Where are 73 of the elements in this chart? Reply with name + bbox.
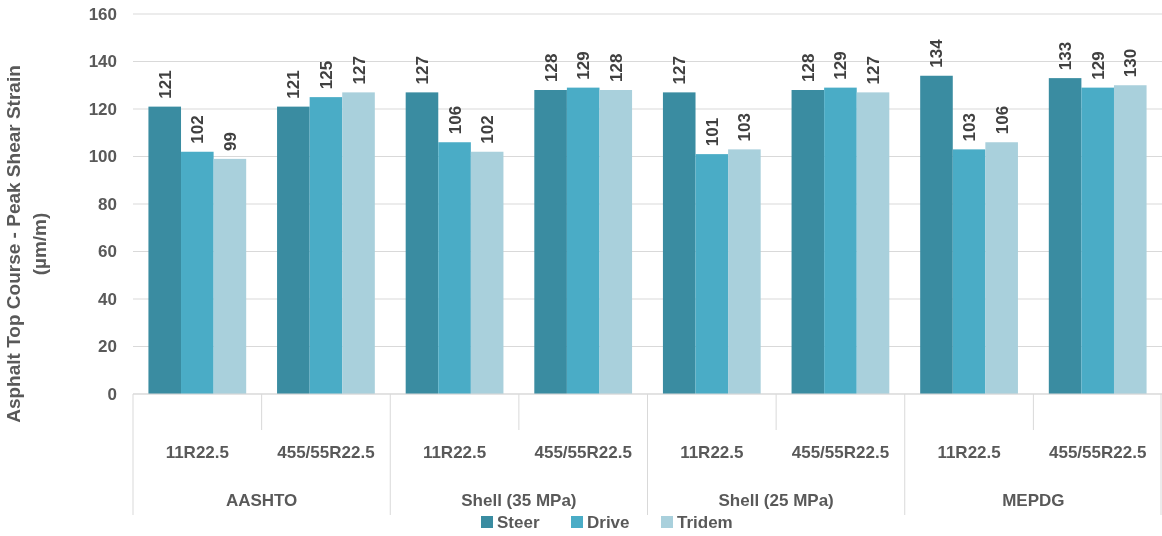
bar: [791, 90, 825, 394]
data-label: 127: [412, 56, 432, 85]
y-tick-label: 60: [98, 242, 117, 262]
data-label: 129: [831, 51, 851, 80]
bar: [342, 92, 375, 394]
x-tick-label: 455/55R22.5: [1049, 443, 1147, 462]
bar: [695, 154, 729, 394]
bar: [952, 149, 986, 394]
bar: [1113, 85, 1147, 394]
data-label: 133: [1056, 41, 1076, 71]
bar: [599, 90, 633, 394]
bar: [438, 142, 471, 394]
bar: [1048, 78, 1082, 394]
bar: [662, 92, 696, 394]
y-tick-label: 140: [88, 52, 117, 72]
bar: [920, 75, 953, 394]
x-tick-label: 455/55R22.5: [277, 443, 375, 462]
bar: [470, 151, 504, 394]
x-tick-label: 11R22.5: [937, 443, 1001, 462]
text: Shell (35 MPa): [461, 491, 577, 510]
y-axis-title: Asphalt Top Course - Peak Shear Strain (µm/m): [3, 65, 50, 423]
bar: [181, 151, 214, 394]
legend-label: Steer: [497, 512, 540, 532]
y-tick-label: 160: [88, 4, 117, 24]
data-label: 130: [1121, 48, 1141, 78]
data-label: 134: [927, 38, 947, 68]
data-label: 127: [864, 56, 884, 85]
bar: [213, 158, 247, 394]
bar: [856, 92, 890, 394]
data-label: 128: [606, 53, 626, 82]
data-label: 127: [349, 56, 369, 85]
y-tick-label: 40: [98, 289, 117, 309]
data-label: 125: [316, 60, 336, 90]
text: AASHTO: [225, 491, 298, 510]
bar: [405, 92, 439, 394]
data-label: 128: [798, 53, 818, 82]
y-tick-label: 120: [88, 99, 117, 119]
data-label: 106: [992, 105, 1012, 135]
data-label: 129: [1088, 51, 1108, 80]
x-tick-label: 11R22.5: [165, 443, 229, 462]
data-label: 106: [445, 105, 465, 135]
bar: [824, 87, 857, 394]
data-label: 129: [574, 51, 594, 80]
y-tick-label: 0: [107, 384, 117, 404]
bar: [277, 106, 310, 394]
bar: [728, 149, 761, 394]
text: MEPDG: [1002, 491, 1065, 510]
x-tick-label: 455/55R22.5: [534, 443, 632, 462]
data-label: 128: [541, 53, 561, 82]
legend-label: Drive: [587, 512, 630, 532]
data-label: 121: [284, 70, 304, 99]
data-label: 103: [960, 113, 980, 142]
x-tick-label: 455/55R22.5: [791, 443, 890, 462]
legend-label: Tridem: [677, 512, 733, 532]
y-tick-label: 80: [98, 194, 117, 214]
data-label: 103: [735, 113, 755, 142]
y-tick-label: 100: [88, 147, 117, 167]
data-label: 127: [670, 56, 690, 85]
bar: [1081, 87, 1114, 394]
data-label: 121: [155, 70, 175, 99]
data-label: 101: [702, 117, 722, 147]
bar: [985, 142, 1018, 394]
bar: [566, 87, 600, 394]
x-tick-label: 11R22.5: [680, 443, 744, 462]
y-tick-label: 20: [98, 337, 117, 357]
bar: [309, 97, 343, 394]
data-label: 99: [220, 131, 240, 151]
data-label: 102: [478, 115, 498, 144]
x-tick-label: 11R22.5: [422, 443, 487, 462]
bar: [148, 106, 182, 394]
text: Shell (25 MPa): [718, 491, 834, 510]
data-label: 102: [188, 115, 208, 144]
bar: [534, 90, 567, 394]
